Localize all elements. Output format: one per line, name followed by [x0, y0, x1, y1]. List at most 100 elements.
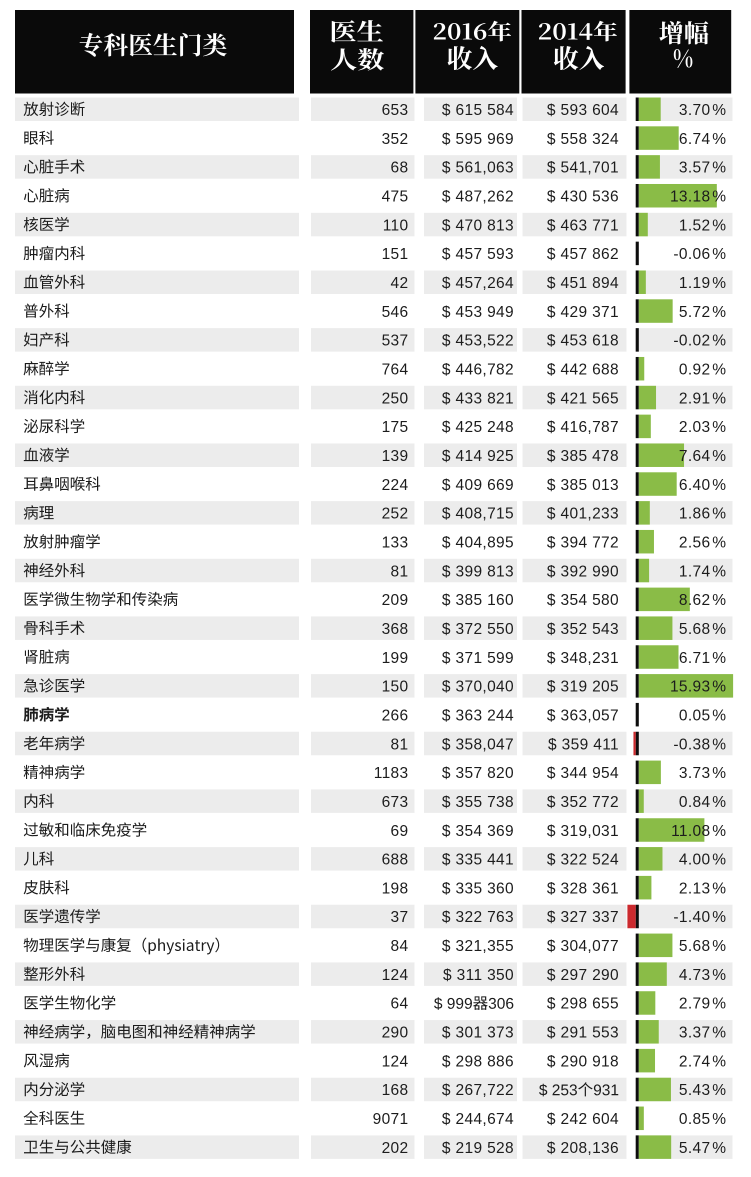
svg-text:$ 409 669: $ 409 669 — [442, 477, 514, 494]
svg-text:$ 311 350: $ 311 350 — [443, 967, 514, 984]
svg-text:$ 298 655: $ 298 655 — [547, 996, 619, 1013]
svg-text:$ 430 536: $ 430 536 — [547, 188, 619, 205]
svg-text:$ 385 478: $ 385 478 — [547, 448, 619, 465]
svg-text:673: 673 — [382, 794, 409, 811]
svg-text:%: % — [712, 996, 726, 1013]
svg-text:81: 81 — [391, 736, 409, 753]
svg-text:199: 199 — [382, 650, 409, 667]
svg-text:42: 42 — [391, 275, 409, 292]
svg-text:7.64: 7.64 — [679, 448, 711, 465]
svg-text:1.86: 1.86 — [679, 506, 711, 523]
svg-text:2.03: 2.03 — [679, 419, 711, 436]
svg-text:$ 354 369: $ 354 369 — [442, 823, 514, 840]
svg-text:%: % — [712, 160, 726, 177]
svg-text:$ 414 925: $ 414 925 — [442, 448, 514, 465]
svg-text:$ 451 894: $ 451 894 — [547, 275, 619, 292]
svg-text:0.92: 0.92 — [679, 361, 711, 378]
svg-text:$ 541,701: $ 541,701 — [547, 160, 619, 177]
svg-text:$ 442 688: $ 442 688 — [547, 361, 619, 378]
svg-text:-0.38: -0.38 — [673, 736, 710, 753]
svg-text:%: % — [712, 621, 726, 638]
svg-text:$ 372 550: $ 372 550 — [442, 621, 514, 638]
svg-text:9071: 9071 — [373, 1111, 409, 1128]
svg-text:$ 453 949: $ 453 949 — [442, 304, 514, 321]
svg-text:$ 327 337: $ 327 337 — [547, 909, 619, 926]
svg-text:133: 133 — [382, 534, 409, 551]
svg-text:3.70: 3.70 — [679, 102, 711, 119]
svg-text:764: 764 — [382, 361, 409, 378]
svg-text:$ 290 918: $ 290 918 — [547, 1053, 619, 1070]
svg-text:64: 64 — [391, 996, 409, 1013]
svg-text:$ 408,715: $ 408,715 — [442, 506, 514, 523]
svg-text:$ 298 886: $ 298 886 — [442, 1053, 514, 1070]
svg-text:%: % — [712, 304, 726, 321]
svg-text:$ 470 813: $ 470 813 — [442, 217, 514, 234]
svg-text:1.74: 1.74 — [679, 563, 711, 580]
svg-text:2.74: 2.74 — [679, 1053, 711, 1070]
svg-text:$ 446,782: $ 446,782 — [442, 361, 514, 378]
svg-text:-0.06: -0.06 — [673, 246, 710, 263]
svg-text:$ 463 771: $ 463 771 — [547, 217, 619, 234]
svg-text:$ 352 772: $ 352 772 — [547, 794, 619, 811]
svg-text:290: 290 — [382, 1025, 409, 1042]
svg-text:5.68: 5.68 — [679, 938, 711, 955]
svg-text:%: % — [712, 448, 726, 465]
svg-text:%: % — [712, 534, 726, 551]
svg-text:$ 561,063: $ 561,063 — [442, 160, 514, 177]
svg-text:$ 615 584: $ 615 584 — [442, 102, 514, 119]
svg-text:$ 392 990: $ 392 990 — [547, 563, 619, 580]
svg-text:2.79: 2.79 — [679, 996, 711, 1013]
svg-text:-1.40: -1.40 — [673, 909, 710, 926]
svg-text:$ 421 565: $ 421 565 — [547, 390, 619, 407]
svg-text:$ 322 524: $ 322 524 — [547, 852, 619, 869]
svg-text:%: % — [712, 563, 726, 580]
svg-text:%: % — [712, 1082, 726, 1099]
svg-text:$ 219 528: $ 219 528 — [442, 1140, 514, 1157]
svg-text:1.52: 1.52 — [679, 217, 711, 234]
svg-text:$ 404,895: $ 404,895 — [442, 534, 514, 551]
svg-text:110: 110 — [383, 217, 409, 234]
svg-text:11.08: 11.08 — [671, 823, 710, 840]
svg-text:84: 84 — [391, 938, 409, 955]
svg-text:2.56: 2.56 — [679, 534, 711, 551]
svg-text:$ 208,136: $ 208,136 — [547, 1140, 619, 1157]
svg-text:$ 399 813: $ 399 813 — [442, 563, 514, 580]
svg-text:%: % — [712, 592, 726, 609]
svg-text:$ 433 821: $ 433 821 — [442, 390, 514, 407]
svg-text:%: % — [712, 1053, 726, 1070]
svg-text:4.00: 4.00 — [679, 852, 711, 869]
svg-text:202: 202 — [382, 1140, 409, 1157]
svg-text:%: % — [712, 967, 726, 984]
svg-text:5.43: 5.43 — [679, 1082, 711, 1099]
svg-text:$ 558 324: $ 558 324 — [547, 131, 619, 148]
svg-text:$ 291 553: $ 291 553 — [547, 1025, 619, 1042]
svg-text:198: 198 — [382, 880, 409, 897]
svg-text:$ 370,040: $ 370,040 — [442, 679, 514, 696]
svg-text:%: % — [712, 736, 726, 753]
svg-text:$ 355 738: $ 355 738 — [442, 794, 514, 811]
svg-text:224: 224 — [382, 477, 409, 494]
svg-text:$ 242 604: $ 242 604 — [547, 1111, 619, 1128]
svg-text:%: % — [712, 650, 726, 667]
svg-text:537: 537 — [382, 333, 409, 350]
svg-text:%: % — [712, 823, 726, 840]
svg-text:$ 357 820: $ 357 820 — [442, 765, 514, 782]
svg-text:$ 371 599: $ 371 599 — [442, 650, 514, 667]
svg-text:0.05: 0.05 — [679, 707, 711, 724]
svg-text:266: 266 — [382, 707, 409, 724]
svg-text:68: 68 — [391, 160, 409, 177]
svg-text:$ 595 969: $ 595 969 — [442, 131, 514, 148]
svg-text:688: 688 — [382, 852, 409, 869]
svg-text:3.73: 3.73 — [679, 765, 711, 782]
svg-text:$ 267,722: $ 267,722 — [442, 1082, 514, 1099]
svg-text:%: % — [712, 188, 726, 205]
svg-text:81: 81 — [391, 563, 409, 580]
svg-text:$ 335 441: $ 335 441 — [442, 852, 514, 869]
svg-text:368: 368 — [382, 621, 409, 638]
svg-text:37: 37 — [391, 909, 409, 926]
svg-text:%: % — [712, 909, 726, 926]
svg-text:$ 401,233: $ 401,233 — [547, 506, 619, 523]
svg-text:151: 151 — [382, 246, 409, 263]
svg-text:$ 453,522: $ 453,522 — [442, 333, 514, 350]
svg-text:%: % — [712, 390, 726, 407]
